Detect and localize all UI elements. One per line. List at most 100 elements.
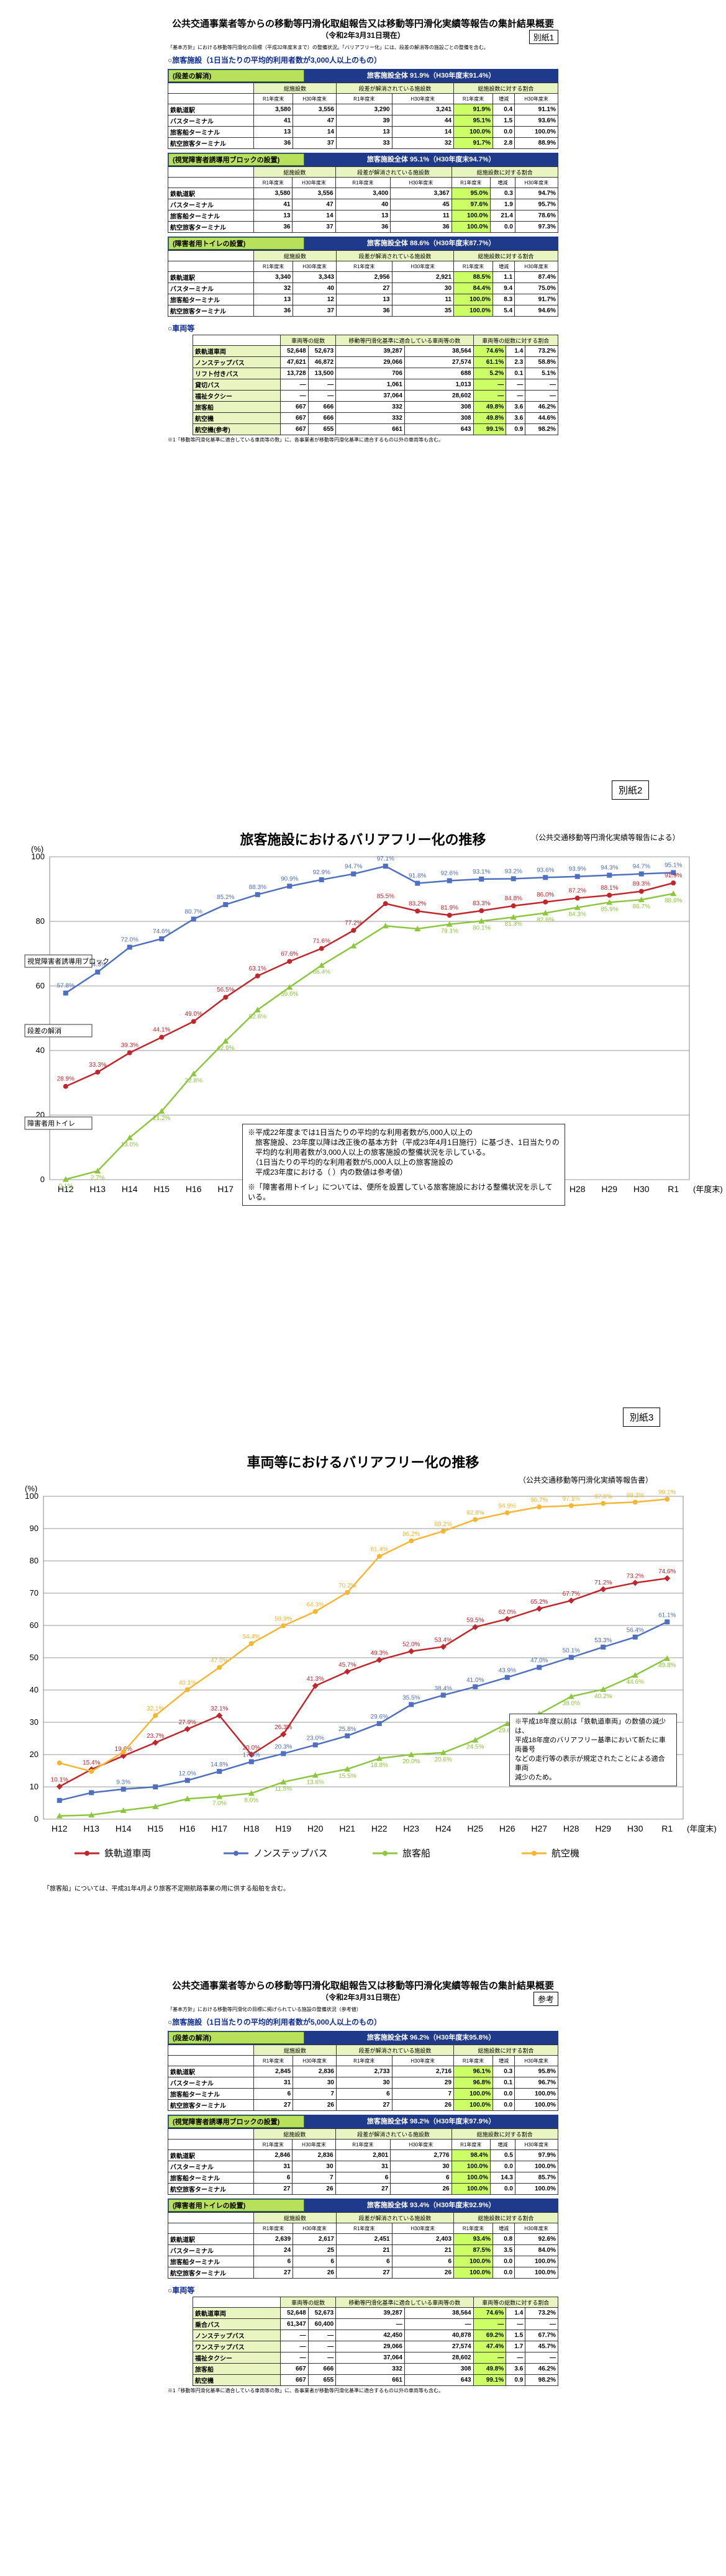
table-cell: 30 — [293, 2077, 337, 2089]
data-label: 94.9% — [499, 1503, 516, 1510]
data-point — [606, 899, 613, 905]
table-cell: 78.6% — [514, 210, 559, 222]
y-tick-label: 40 — [36, 1046, 45, 1055]
data-point — [95, 969, 101, 975]
table-cell: 643 — [404, 2374, 474, 2386]
y-tick-label: 80 — [30, 1556, 39, 1565]
data-point — [473, 1684, 478, 1689]
annex1-block-overall: 旅客施設全体 95.1%（H30年度末94.7%） — [304, 153, 558, 166]
table-cell: 2,921 — [391, 271, 455, 283]
table-cell: — — [307, 2341, 337, 2352]
table-cell: 61,347 — [280, 2318, 309, 2330]
table-cell: 38,564 — [404, 2307, 474, 2319]
y-tick-label: 20 — [30, 1750, 39, 1759]
ref-table: 総施設数 段差が解消されている施設数 総施設数に対する割合 R1年度末 H30年度末 R1… — [167, 2212, 558, 2279]
data-label: 40.1% — [179, 1679, 196, 1686]
table-cell: 31 — [253, 2161, 293, 2172]
x-tick-label: H24 — [435, 1824, 451, 1833]
column-header: 段差が解消されている施設数 — [335, 83, 455, 94]
table-cell: 41 — [253, 199, 293, 210]
data-label: 82.6% — [537, 916, 554, 923]
table-cell: 7 — [391, 2088, 455, 2100]
table-cell: 2,801 — [335, 2149, 391, 2161]
table-cell: 39 — [335, 115, 392, 127]
data-point — [543, 875, 548, 880]
annex1-table: 総施設数 段差が解消されている施設数 総施設数に対する割合 R1年度末 H30年度末 R1… — [167, 250, 558, 317]
table-row: バスターミナル 41 47 39 44 95.1% 1.5 93.6% — [167, 115, 558, 127]
data-point — [568, 1655, 574, 1660]
ref-block: (障害者用トイレの設置) 旅客施設全体 93.4%（H30年度末92.9%） 総施設… — [167, 2199, 558, 2279]
row-label: 航空旅客ターミナル — [167, 2099, 255, 2111]
data-point — [280, 1731, 287, 1738]
table-cell: 2.3 — [506, 356, 526, 368]
row-label: 航空機 — [192, 412, 281, 424]
data-label: 9.3% — [116, 1779, 130, 1786]
table-cell: 36 — [335, 305, 392, 317]
table-cell: 1.4 — [506, 2307, 526, 2319]
data-label: 32.1% — [211, 1706, 228, 1712]
table-cell: 97.9% — [514, 2149, 559, 2161]
y-tick-label: 10 — [30, 1782, 39, 1791]
table-cell: 52,648 — [280, 2307, 309, 2319]
data-point — [217, 1769, 222, 1774]
data-label: 93.6% — [537, 867, 554, 874]
table-cell: 667 — [280, 2363, 309, 2375]
x-tick-label: H13 — [89, 1184, 106, 1194]
table-cell: 1.5 — [492, 115, 515, 127]
data-label: 93.9% — [569, 866, 586, 873]
data-point — [63, 990, 68, 996]
note-line: 減少のため。 — [515, 1774, 556, 1781]
data-label: 99.1% — [658, 1489, 676, 1496]
data-point — [344, 1766, 351, 1772]
data-label: 33.3% — [89, 1062, 106, 1069]
table-cell: 46.2% — [525, 2363, 558, 2375]
data-point — [415, 908, 420, 914]
table-row: 鉄軌道駅 3,580 3,556 3,400 3,367 95.0% 0.3 94.7% — [167, 188, 559, 199]
column-header: 車両等の総数 — [280, 2297, 337, 2308]
data-point — [281, 1751, 286, 1756]
column-subheader: R1年度末 — [453, 93, 494, 104]
y-tick-label: 80 — [36, 916, 45, 926]
data-label: 83.2% — [409, 900, 426, 907]
column-subheader: H30年度末 — [292, 177, 336, 188]
row-label: バスターミナル — [167, 199, 255, 210]
table-cell: 655 — [307, 423, 337, 435]
ref-block-overall: 旅客施設全体 98.2%（H30年度末97.9%） — [304, 2115, 558, 2128]
table-cell: 91.7% — [453, 137, 494, 149]
x-tick-label: H29 — [601, 1184, 617, 1194]
table-cell: 100.0% — [453, 2256, 494, 2267]
column-subheader: R1年度末 — [335, 177, 391, 188]
x-tick-label: H20 — [307, 1824, 324, 1833]
table-cell: 100.0% — [453, 2088, 494, 2100]
table-cell: 97.3% — [514, 221, 559, 233]
column-header: 段差が解消されている施設数 — [335, 166, 452, 178]
table-cell: 0.0 — [492, 2256, 515, 2267]
row-label: 旅客船ターミナル — [167, 2088, 255, 2100]
column-subheader: R1年度末 — [453, 2223, 494, 2234]
data-label: 12.0% — [179, 1771, 196, 1778]
annex1-block: (視覚障害者誘導用ブロックの設置) 旅客施設全体 95.1%（H30年度末94.7… — [167, 153, 559, 233]
column-subheader: R1年度末 — [253, 177, 293, 188]
table-cell: 11 — [391, 294, 455, 305]
data-label: 2.7% — [91, 1175, 105, 1182]
legend-label: 航空機 — [551, 1848, 579, 1859]
data-label: 71.2% — [594, 1579, 612, 1586]
data-label: 28.9% — [57, 1076, 75, 1083]
column-subheader: 増減 — [492, 93, 515, 104]
x-tick-label: H25 — [467, 1824, 483, 1833]
column-subheader: H30年度末 — [293, 2223, 337, 2234]
table-cell: 100.0% — [514, 2183, 559, 2195]
data-point — [184, 1725, 191, 1732]
data-label: 56.5% — [217, 987, 234, 993]
annex3-badge: 別紙3 — [623, 1408, 661, 1427]
data-label: 17.8% — [243, 1751, 260, 1758]
data-label: 81.3% — [505, 921, 522, 928]
table-row: 旅客船ターミナル 6 7 6 6 100.0% 14.3 85.7% — [167, 2172, 559, 2184]
chart1-source: （公共交通移動等円滑化実績等報告による） — [531, 833, 680, 842]
table-cell: 37 — [293, 137, 337, 149]
row-label: 鉄軌道車両 — [192, 2307, 281, 2319]
column-subheader: H30年度末 — [292, 2139, 336, 2150]
data-point — [248, 1790, 255, 1796]
table-row: 鉄軌道車両 52,648 52,673 39,287 38,564 74.6% 1.4 73.… — [192, 2307, 558, 2319]
data-point — [479, 908, 484, 913]
